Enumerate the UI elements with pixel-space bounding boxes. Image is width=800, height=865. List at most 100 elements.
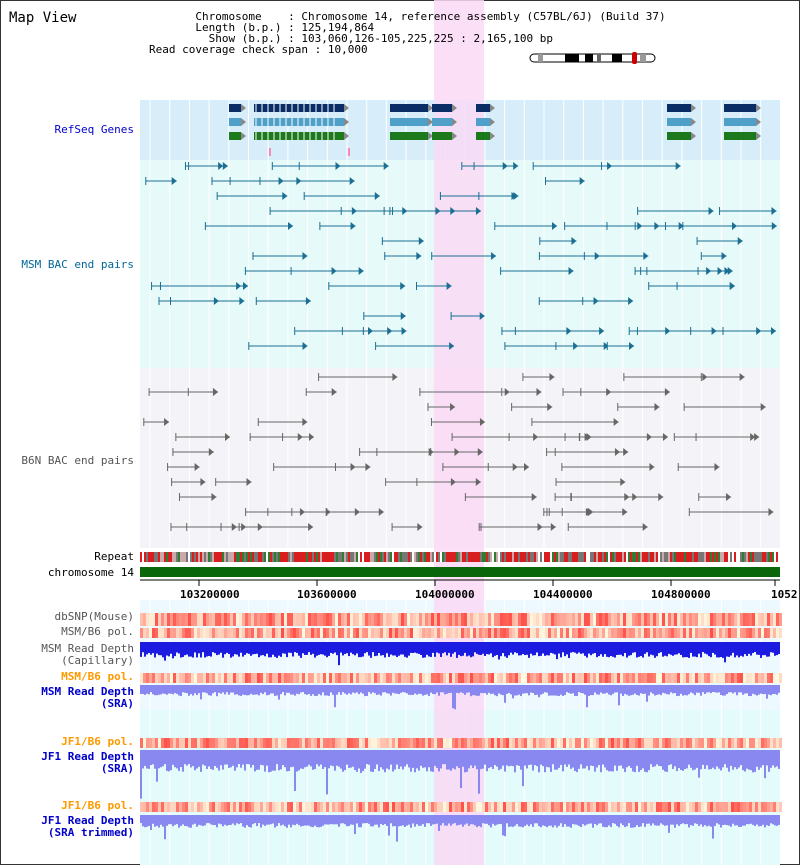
msm-pol2-heat <box>323 673 326 683</box>
msm-depth-sra-bar <box>638 685 640 696</box>
jf1-pol2-heat <box>527 802 530 812</box>
repeat-block <box>190 552 192 562</box>
gene-arrow <box>490 132 495 140</box>
msm-pol-heat <box>722 628 725 638</box>
jf1-depth-trim-bar <box>484 815 486 824</box>
jf1-depth-sra-bar <box>444 750 446 765</box>
msm-pol-heat <box>266 628 269 638</box>
jf1-pol-heat <box>656 738 659 748</box>
jf1-pol2-heat <box>692 802 695 812</box>
msm-depth-sra-bar <box>172 685 174 695</box>
jf1-pol-heat <box>734 738 737 748</box>
ideogram-band <box>612 54 622 62</box>
msm-depth-sra-bar <box>142 685 144 695</box>
jf1-pol-heat <box>740 738 743 748</box>
jf1-depth-sra-bar <box>230 750 232 768</box>
jf1-depth-sra-bar <box>666 750 668 772</box>
msm-depth-sra-bar <box>644 685 646 694</box>
jf1-depth-sra-bar <box>378 750 380 772</box>
msm-depth-cap-bar <box>354 642 356 656</box>
jf1-pol-heat <box>581 738 584 748</box>
msm-depth-sra-bar <box>478 685 480 696</box>
msm-depth-sra-bar <box>618 685 620 706</box>
msm-pol-heat <box>389 628 392 638</box>
jf1-depth-trim-bar <box>432 815 434 825</box>
jf1-depth-trim-bar <box>756 815 758 825</box>
msm-pol-heat <box>587 628 590 638</box>
repeat-block <box>748 552 750 562</box>
msm-depth-sra-bar <box>322 685 324 693</box>
jf1-pol-heat <box>686 738 689 748</box>
repeat-block <box>428 552 430 562</box>
jf1-pol2-heat <box>485 802 488 812</box>
jf1-pol2-heat <box>704 802 707 812</box>
jf1-depth-trim-bar <box>714 815 716 826</box>
jf1-depth-sra-bar <box>660 750 662 767</box>
msm-depth-sra-bar <box>444 685 446 695</box>
msm-depth-sra-bar <box>394 685 396 694</box>
repeat-block <box>338 552 340 562</box>
msm-depth-sra-bar <box>212 685 214 694</box>
repeat-block <box>364 552 366 562</box>
jf1-depth-sra-bar <box>538 750 540 773</box>
msm-depth-cap-bar <box>172 642 174 659</box>
jf1-depth-trim-bar <box>634 815 636 828</box>
dbsnp-heat <box>395 613 398 626</box>
jf1-depth-trim-bar <box>452 815 454 824</box>
coverage-value: 10,000 <box>327 43 368 56</box>
jf1-depth-trim-bar <box>454 815 456 824</box>
jf1-depth-trim-bar <box>280 815 282 826</box>
jf1-depth-trim-bar <box>244 815 246 828</box>
jf1-depth-sra-bar <box>368 750 370 765</box>
dbsnp-heat <box>650 613 653 626</box>
msm-depth-sra-bar <box>640 685 642 694</box>
repeat-block <box>244 552 246 562</box>
msm-depth-sra-bar <box>476 685 478 696</box>
repeat-block <box>436 552 438 562</box>
repeat-block <box>332 552 334 562</box>
jf1-pol-heat <box>260 738 263 748</box>
jf1-depth-sra-bar <box>362 750 364 772</box>
msm-bac-pair-arrow <box>305 297 311 305</box>
jf1-depth-trim-bar <box>224 815 226 825</box>
gene-block <box>667 118 691 126</box>
msm-depth-sra-bar <box>496 685 498 697</box>
jf1-depth-trim-bar <box>294 815 296 826</box>
msm-depth-sra-bar <box>520 685 522 697</box>
msm-pol2-heat <box>161 673 164 683</box>
msm-pol2-heat <box>296 673 299 683</box>
msm-pol2-heat <box>566 673 569 683</box>
jf1-depth-sra-bar <box>142 750 144 769</box>
msm-depth-cap-bar <box>734 642 736 658</box>
msm-pol-heat <box>284 628 287 638</box>
jf1-depth-sra-bar <box>752 750 754 773</box>
jf1-depth-sra-bar <box>510 750 512 766</box>
msm-pol2-heat <box>308 673 311 683</box>
jf1-pol-heat <box>407 738 410 748</box>
jf1-pol2-heat <box>203 802 206 812</box>
jf1-pol-heat <box>749 738 752 748</box>
msm-pol2-heat <box>191 673 194 683</box>
jf1-depth-trim-bar <box>258 815 260 824</box>
jf1-depth-sra-bar <box>306 750 308 767</box>
msm-depth-sra-bar <box>358 685 360 695</box>
jf1-pol2-heat <box>335 802 338 812</box>
msm-pol-heat <box>536 628 539 638</box>
msm-pol2-heat <box>218 673 221 683</box>
repeat-block <box>622 552 624 562</box>
msm-depth-sra-bar <box>508 685 510 693</box>
repeat-block <box>722 552 724 562</box>
msm-depth-cap-bar <box>210 642 212 657</box>
msm-depth-cap-bar <box>558 642 560 654</box>
jf1-pol-heat <box>191 738 194 748</box>
repeat-block <box>164 552 166 562</box>
dbsnp-heat <box>485 613 488 626</box>
msm-pol-heat <box>179 628 182 638</box>
msm-pol-heat <box>602 628 605 638</box>
msm-pol2-heat <box>431 673 434 683</box>
dbsnp-heat <box>287 613 290 626</box>
jf1-pol2-heat <box>269 802 272 812</box>
msm-depth-sra-bar <box>464 685 466 695</box>
jf1-pol2-heat <box>593 802 596 812</box>
